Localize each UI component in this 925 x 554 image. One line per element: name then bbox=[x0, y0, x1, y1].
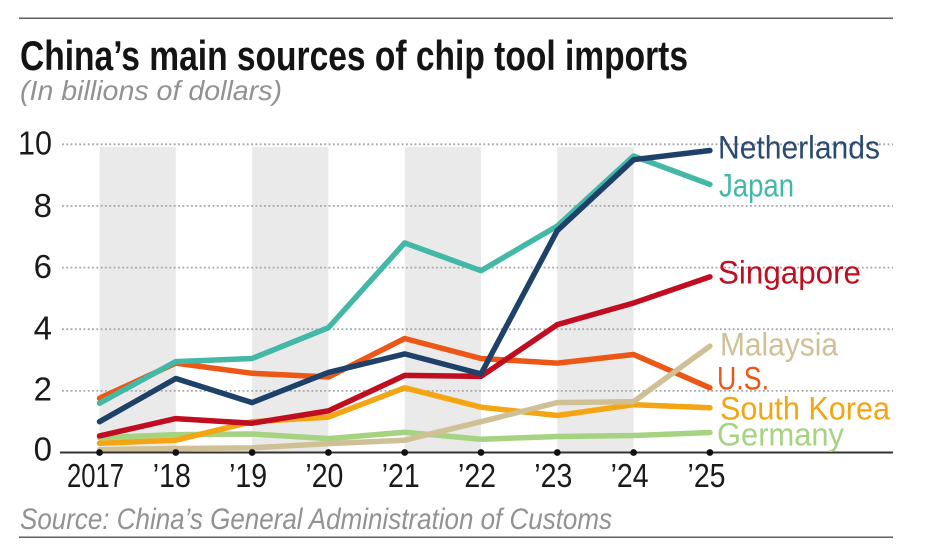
svg-text:’21: ’21 bbox=[382, 457, 420, 494]
svg-text:U.S.: U.S. bbox=[717, 361, 769, 397]
svg-text:’18: ’18 bbox=[153, 457, 191, 494]
svg-text:Netherlands: Netherlands bbox=[718, 130, 880, 166]
svg-text:’19: ’19 bbox=[229, 457, 267, 494]
svg-text:Germany: Germany bbox=[717, 417, 844, 453]
svg-text:China’s main sources of chip t: China’s main sources of chip tool import… bbox=[20, 32, 688, 79]
svg-text:South Korea: South Korea bbox=[720, 391, 890, 427]
svg-text:8: 8 bbox=[34, 187, 52, 224]
svg-text:6: 6 bbox=[34, 248, 52, 285]
svg-text:(In billions of dollars): (In billions of dollars) bbox=[20, 75, 282, 106]
svg-text:’23: ’23 bbox=[534, 457, 572, 494]
svg-text:Source: China’s General Admini: Source: China’s General Administration o… bbox=[20, 503, 612, 536]
svg-text:’20: ’20 bbox=[305, 457, 343, 494]
svg-text:’25: ’25 bbox=[688, 457, 726, 494]
svg-text:Malaysia: Malaysia bbox=[720, 327, 838, 363]
svg-text:Singapore: Singapore bbox=[718, 255, 861, 291]
svg-text:10: 10 bbox=[18, 125, 52, 162]
svg-text:2017: 2017 bbox=[67, 457, 124, 494]
svg-text:Japan: Japan bbox=[719, 168, 794, 204]
svg-text:’22: ’22 bbox=[458, 457, 496, 494]
svg-text:4: 4 bbox=[34, 309, 52, 346]
svg-text:0: 0 bbox=[34, 431, 52, 468]
svg-text:’24: ’24 bbox=[611, 457, 649, 494]
svg-text:2: 2 bbox=[34, 371, 52, 408]
